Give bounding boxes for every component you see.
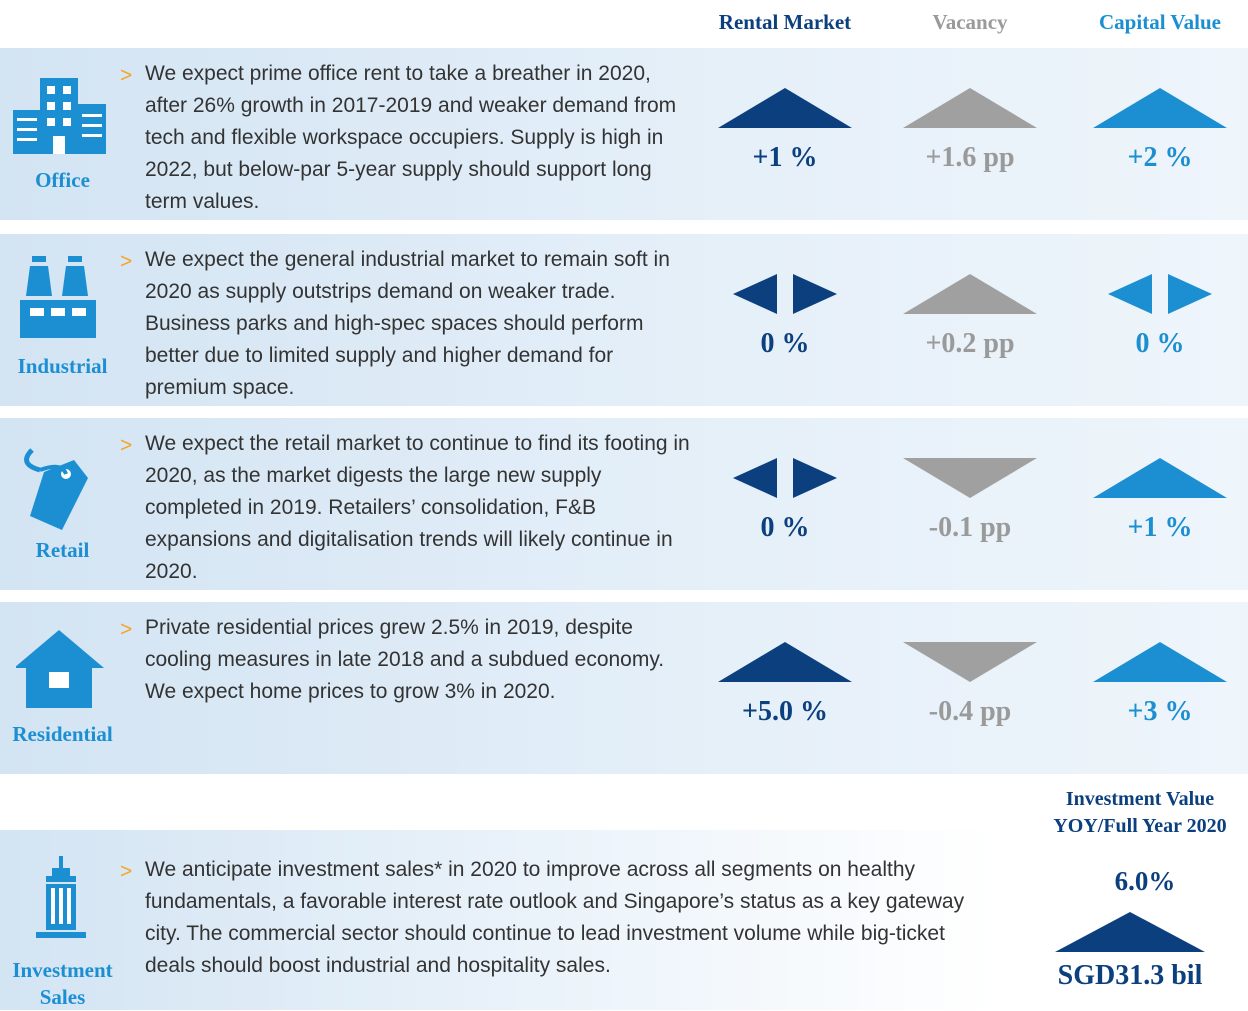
arrow — [1168, 274, 1212, 314]
investment-header: YOY/Full Year 2020 — [1053, 815, 1227, 837]
outlook-value: 0 % — [760, 328, 810, 359]
arrow — [718, 88, 852, 128]
investment-amount: SGD31.3 bil — [1057, 960, 1203, 991]
arrow — [793, 458, 837, 498]
column-header: Vacancy — [932, 10, 1008, 34]
arrow — [1093, 642, 1227, 682]
arrow — [903, 458, 1037, 498]
outlook-value: +1 % — [752, 142, 818, 173]
investment-change: 6.0% — [1114, 866, 1176, 896]
column-header: Rental Market — [718, 10, 852, 34]
sector-label: Office — [35, 168, 90, 192]
trend-marker — [903, 458, 1037, 498]
sector-label: Residential — [12, 722, 113, 746]
outlook-value: 0 % — [1135, 328, 1185, 359]
sector-label: Industrial — [17, 354, 108, 378]
trend-marker — [1093, 642, 1227, 682]
outlook-value: +2 % — [1127, 142, 1193, 173]
investment-row — [0, 830, 1248, 1010]
outlook-value: +3 % — [1127, 696, 1193, 727]
arrow — [1093, 88, 1227, 128]
trend-marker — [1108, 274, 1212, 314]
investment-header: Investment Value — [1065, 788, 1215, 810]
arrow — [1093, 458, 1227, 498]
arrow — [793, 274, 837, 314]
sector-text: We expect prime office rent to take a br… — [145, 62, 677, 213]
column-header: Capital Value — [1099, 10, 1221, 34]
sector-row — [0, 234, 1248, 406]
retail-icon — [24, 448, 88, 530]
arrow — [733, 274, 777, 314]
bullet: > — [120, 64, 133, 87]
sector-row — [0, 602, 1248, 774]
trend-marker — [718, 88, 852, 128]
outlook-value: +0.2 pp — [925, 328, 1015, 359]
trend-marker — [903, 642, 1037, 682]
outlook-value: +1 % — [1127, 512, 1193, 543]
trend-marker — [903, 88, 1037, 128]
arrow — [903, 642, 1037, 682]
outlook-value: -0.1 pp — [928, 512, 1012, 543]
trend-marker — [733, 274, 837, 314]
trend-marker — [718, 642, 852, 682]
bullet: > — [120, 434, 133, 457]
trend-marker — [1055, 912, 1205, 952]
investment-label: Investment — [12, 958, 113, 982]
trend-marker — [903, 274, 1037, 314]
sector-label: Retail — [35, 538, 90, 562]
arrow — [903, 88, 1037, 128]
outlook-value: -0.4 pp — [928, 696, 1012, 727]
trend-marker — [733, 458, 837, 498]
bullet: > — [120, 860, 133, 883]
bullet: > — [120, 618, 133, 641]
industrial-icon — [20, 256, 96, 338]
bullet: > — [120, 250, 133, 273]
outlook-value: +1.6 pp — [925, 142, 1015, 173]
arrow — [733, 458, 777, 498]
investment-icon — [36, 856, 86, 938]
outlook-value: 0 % — [760, 512, 810, 543]
office-icon — [13, 78, 106, 154]
sector-text: We expect the retail market to continue … — [145, 432, 690, 583]
arrow — [903, 274, 1037, 314]
outlook-value: +5.0 % — [742, 696, 828, 727]
sector-row — [0, 48, 1248, 220]
sector-row — [0, 418, 1248, 590]
trend-marker — [1093, 458, 1227, 498]
residential-icon — [16, 630, 104, 708]
investment-label: Sales — [39, 985, 86, 1009]
sector-text: We expect the general industrial market … — [145, 248, 670, 399]
arrow — [718, 642, 852, 682]
investment-text: We anticipate investment sales* in 2020 … — [145, 858, 965, 977]
sector-text: Private residential prices grew 2.5% in … — [145, 616, 665, 703]
trend-marker — [1093, 88, 1227, 128]
arrow — [1108, 274, 1152, 314]
arrow — [1055, 912, 1205, 952]
